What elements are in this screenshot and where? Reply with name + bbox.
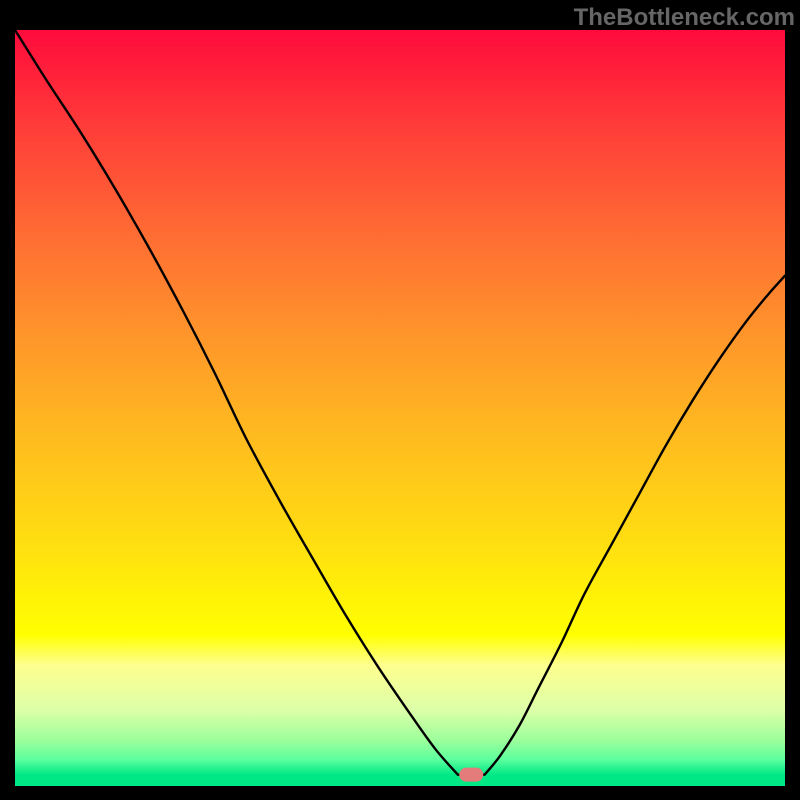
plot-area [15,30,785,786]
watermark-text: TheBottleneck.com [574,4,795,32]
gradient-background [15,30,785,786]
chart-svg [15,30,785,786]
optimal-point-marker [459,768,483,782]
chart-frame: TheBottleneck.com [0,0,800,800]
